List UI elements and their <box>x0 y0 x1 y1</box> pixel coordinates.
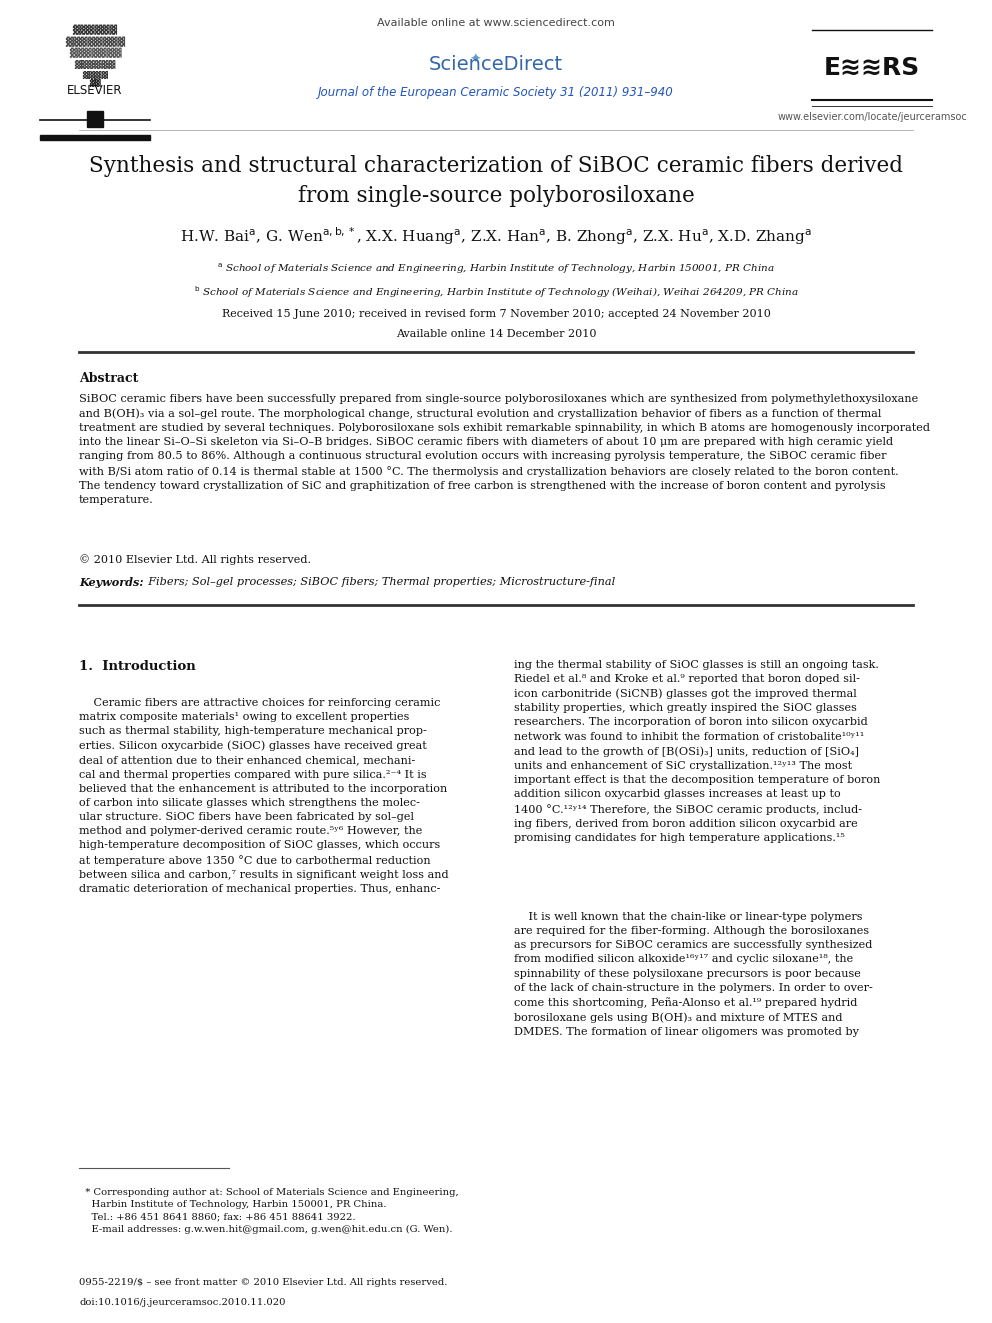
Text: Journal of the European Ceramic Society 31 (2011) 931–940: Journal of the European Ceramic Society … <box>318 86 674 99</box>
Text: H.W. Bai$^{\rm a}$, G. Wen$^{\rm a,b,*}$, X.X. Huang$^{\rm a}$, Z.X. Han$^{\rm a: H.W. Bai$^{\rm a}$, G. Wen$^{\rm a,b,*}$… <box>180 225 812 246</box>
Text: ▓▓▓▓▓▓: ▓▓▓▓▓▓ <box>72 25 117 34</box>
Text: Keywords:: Keywords: <box>79 577 144 587</box>
Text: Available online at www.sciencedirect.com: Available online at www.sciencedirect.co… <box>377 19 615 28</box>
Text: ✦: ✦ <box>469 53 481 67</box>
Text: ing the thermal stability of SiOC glasses is still an ongoing task.
Riedel et al: ing the thermal stability of SiOC glasse… <box>514 660 880 843</box>
Text: doi:10.1016/j.jeurceramsoc.2010.11.020: doi:10.1016/j.jeurceramsoc.2010.11.020 <box>79 1298 286 1307</box>
Text: $^{\rm b}$ School of Materials Science and Engineering, Harbin Institute of Tech: $^{\rm b}$ School of Materials Science a… <box>193 284 799 300</box>
Text: ▓▓: ▓▓ <box>89 78 101 87</box>
Text: ▓▓▓▓▓▓: ▓▓▓▓▓▓ <box>74 60 116 69</box>
Bar <box>87 111 103 127</box>
Text: 1.  Introduction: 1. Introduction <box>79 660 195 673</box>
Text: ▓▓▓▓▓▓▓: ▓▓▓▓▓▓▓ <box>68 48 121 58</box>
Text: ELSEVIER: ELSEVIER <box>67 83 123 97</box>
Text: ScienceDirect: ScienceDirect <box>429 56 563 74</box>
Text: Fibers; Sol–gel processes; SiBOC fibers; Thermal properties; Microstructure-fina: Fibers; Sol–gel processes; SiBOC fibers;… <box>141 577 615 587</box>
Text: ▓▓▓▓: ▓▓▓▓ <box>82 70 108 79</box>
Bar <box>40 38 150 123</box>
Text: Synthesis and structural characterization of SiBOC ceramic fibers derived
from s: Synthesis and structural characterizatio… <box>89 155 903 206</box>
Text: * Corresponding author at: School of Materials Science and Engineering,
    Harb: * Corresponding author at: School of Mat… <box>79 1188 458 1233</box>
Text: It is well known that the chain-like or linear-type polymers
are required for th: It is well known that the chain-like or … <box>514 912 872 1037</box>
Text: © 2010 Elsevier Ltd. All rights reserved.: © 2010 Elsevier Ltd. All rights reserved… <box>79 554 311 565</box>
Text: www.elsevier.com/locate/jeurceramsoc: www.elsevier.com/locate/jeurceramsoc <box>777 112 967 122</box>
Text: E≋≋RS: E≋≋RS <box>824 56 921 79</box>
Text: SiBOC ceramic fibers have been successfully prepared from single-source polyboro: SiBOC ceramic fibers have been successfu… <box>79 394 930 505</box>
Text: Ceramic fibers are attractive choices for reinforcing ceramic
matrix composite m: Ceramic fibers are attractive choices fo… <box>79 699 448 894</box>
Bar <box>40 135 150 140</box>
Text: 0955-2219/$ – see front matter © 2010 Elsevier Ltd. All rights reserved.: 0955-2219/$ – see front matter © 2010 El… <box>79 1278 447 1287</box>
Text: Abstract: Abstract <box>79 372 138 385</box>
Text: Received 15 June 2010; received in revised form 7 November 2010; accepted 24 Nov: Received 15 June 2010; received in revis… <box>221 310 771 319</box>
Text: $^{\rm a}$ School of Materials Science and Engineering, Harbin Institute of Tech: $^{\rm a}$ School of Materials Science a… <box>217 262 775 277</box>
Text: ▓▓▓▓▓▓▓▓: ▓▓▓▓▓▓▓▓ <box>65 37 125 48</box>
Text: Available online 14 December 2010: Available online 14 December 2010 <box>396 329 596 339</box>
